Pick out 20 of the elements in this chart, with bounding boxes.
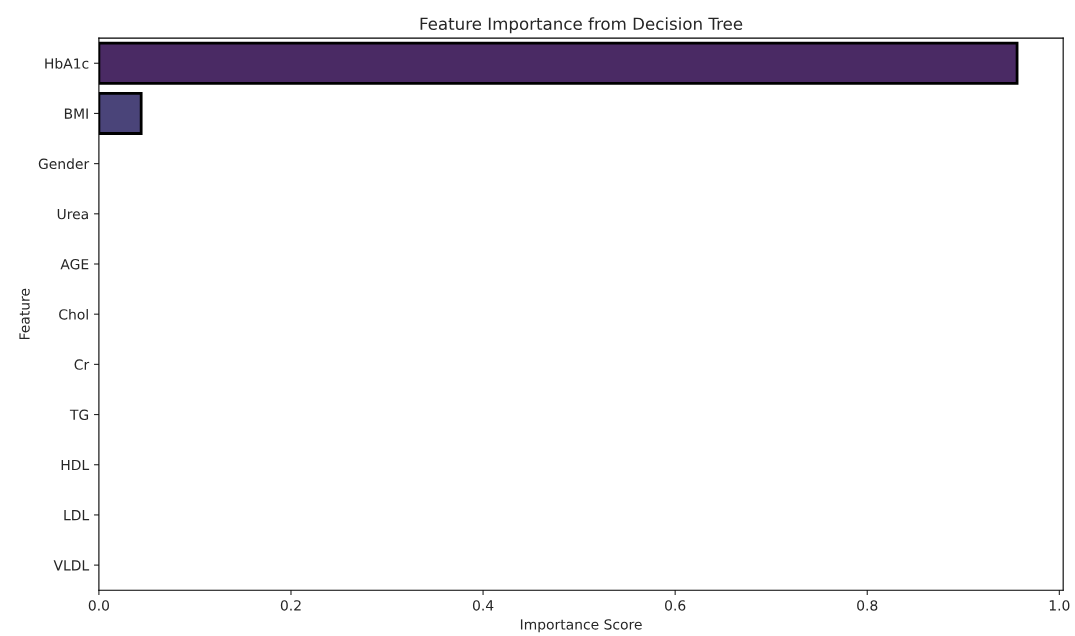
- y-tick-label: Cr: [74, 359, 90, 370]
- y-tick-label: BMI: [64, 108, 88, 119]
- x-tick-label: 0.4: [472, 600, 494, 611]
- y-tick-label: AGE: [60, 258, 89, 270]
- x-axis-title: Importance Score: [520, 619, 642, 633]
- x-tick-label: 1.0: [1049, 600, 1070, 611]
- y-tick-label: VLDL: [53, 560, 90, 571]
- x-tick-label: 0.2: [280, 600, 301, 611]
- y-tick-label: LDL: [64, 510, 90, 521]
- y-tick-label: HbA1c: [45, 57, 89, 69]
- x-tick-label: 0.6: [665, 600, 686, 611]
- y-tick-label: Urea: [57, 208, 88, 220]
- chart-title: Feature Importance from Decision Tree: [420, 17, 743, 34]
- y-axis-title: Feature: [19, 288, 30, 340]
- x-tick-label: 0.8: [857, 600, 878, 611]
- y-tick-label: Gender: [38, 158, 90, 170]
- y-tick-label: Chol: [59, 308, 88, 320]
- y-tick-label: TG: [69, 409, 89, 421]
- y-tick-label: HDL: [61, 459, 90, 471]
- x-tick-label: 0.0: [88, 600, 110, 611]
